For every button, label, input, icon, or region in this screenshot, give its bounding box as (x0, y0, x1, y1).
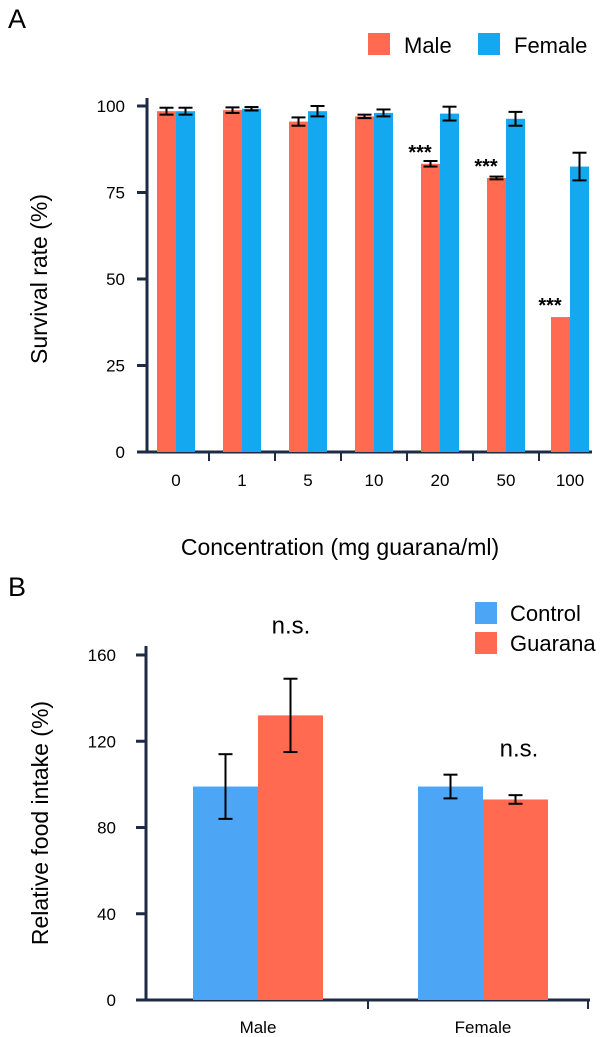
bar-female-100 (570, 166, 589, 453)
x-tick-label-a: 1 (237, 471, 246, 490)
legend-swatch-male (368, 33, 390, 55)
bar-female-5 (308, 111, 327, 452)
x-tick-label-a: 5 (303, 471, 312, 490)
y-tick-label-b: 120 (88, 732, 116, 751)
ns-label-female: n.s. (500, 735, 539, 762)
legend-swatch-female (478, 33, 500, 55)
bar-male-100 (551, 317, 570, 452)
y-tick-label-b: 80 (97, 819, 116, 838)
bar-female-20 (440, 113, 459, 452)
x-tick-label-a: 0 (171, 471, 180, 490)
legend-label-female: Female (514, 33, 587, 58)
x-tick-label-b: Female (455, 1018, 512, 1037)
ns-label-male: n.s. (272, 612, 311, 639)
panel-label-b: B (8, 572, 26, 602)
bar-female-1 (242, 108, 261, 452)
panel-label-a: A (8, 4, 26, 34)
legend-swatch-control (475, 602, 497, 624)
significance-100: *** (538, 295, 562, 317)
bar-female-50 (506, 118, 525, 452)
significance-20: *** (408, 142, 432, 164)
bar-male-10 (355, 116, 374, 452)
bar-male-1 (223, 110, 242, 452)
y-tick-label-a: 75 (106, 184, 125, 203)
y-tick-label-b: 160 (88, 646, 116, 665)
y-tick-label-a: 100 (97, 97, 125, 116)
bar-male-50 (487, 177, 506, 452)
bar-control-Male (193, 786, 258, 1000)
legend-swatch-guarana (475, 632, 497, 654)
bar-guarana-Male (258, 715, 323, 1000)
bar-male-20 (421, 163, 440, 453)
bar-male-0 (157, 111, 176, 452)
y-axis-label-a: Survival rate (%) (26, 194, 52, 364)
bar-control-Female (418, 786, 483, 1000)
legend-label-male: Male (404, 33, 452, 58)
x-tick-label-a: 100 (556, 471, 584, 490)
y-tick-label-b: 40 (97, 905, 116, 924)
x-tick-label-a: 20 (431, 471, 450, 490)
x-axis-label-a: Concentration (mg guarana/ml) (181, 534, 499, 560)
bar-guarana-Female (483, 799, 548, 1000)
y-tick-label-a: 50 (106, 270, 125, 289)
y-tick-label-a: 25 (106, 357, 125, 376)
bar-female-10 (374, 112, 393, 453)
x-tick-label-a: 50 (497, 471, 516, 490)
significance-50: *** (474, 156, 498, 178)
legend-label-guarana: Guarana (510, 631, 596, 656)
x-tick-label-b: Male (240, 1018, 277, 1037)
x-tick-label-a: 10 (365, 471, 384, 490)
y-axis-label-b: Relative food intake (%) (27, 701, 53, 945)
bar-female-0 (176, 111, 195, 452)
legend-label-control: Control (510, 601, 581, 626)
bar-male-5 (289, 121, 308, 452)
y-tick-label-b: 0 (107, 991, 116, 1010)
y-tick-label-a: 0 (116, 443, 125, 462)
